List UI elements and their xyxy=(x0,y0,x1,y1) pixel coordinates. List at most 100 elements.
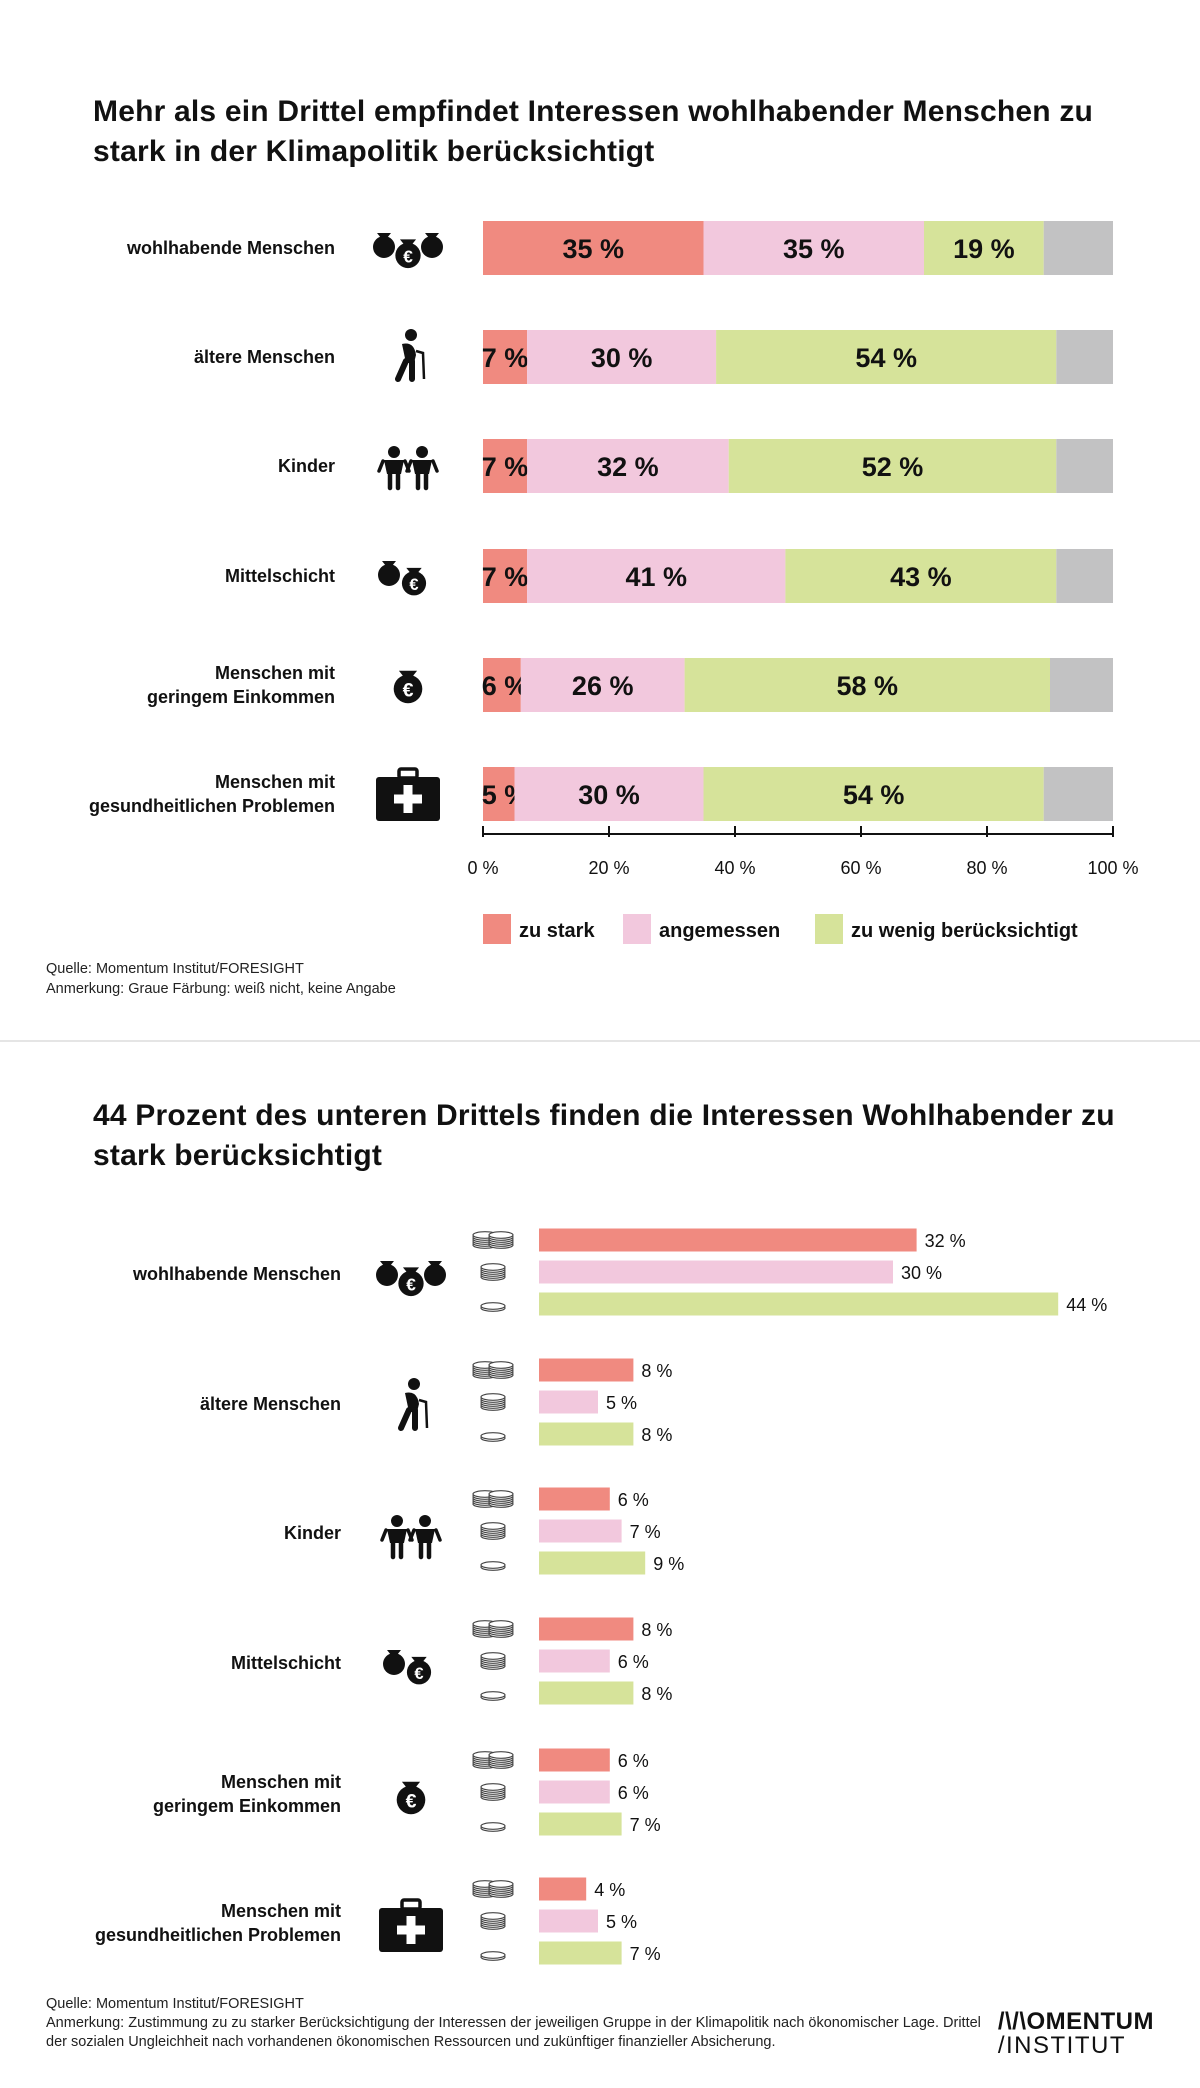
x-tick-label: 40 % xyxy=(714,858,755,878)
svg-text:€: € xyxy=(403,246,413,266)
data-label: 43 % xyxy=(890,562,952,592)
bar xyxy=(539,1292,1059,1316)
bar-segment xyxy=(703,767,1044,821)
momentum-institut-logo: /\/\OMENTUM /INSTITUT xyxy=(998,2010,1154,2058)
coins-stack-large-icon xyxy=(472,1490,514,1508)
logo-line-1: /\/\OMENTUM xyxy=(997,2008,1154,2035)
data-label: 8 % xyxy=(641,1684,672,1704)
data-label: 7 % xyxy=(630,1944,661,1964)
first-aid-kit-icon xyxy=(379,1898,443,1952)
svg-text:€: € xyxy=(414,1665,423,1683)
bar xyxy=(539,1519,622,1543)
bar xyxy=(539,1487,610,1511)
x-tick-label: 100 % xyxy=(1087,858,1138,878)
coins-stack-large-icon xyxy=(472,1231,514,1249)
data-label: 54 % xyxy=(855,343,917,373)
logo-line-2: /INSTITUT xyxy=(997,2032,1126,2059)
money-bags-icon: € xyxy=(373,233,443,269)
stacked-chart-panel: Mehr als ein Drittel empfindet Interesse… xyxy=(0,0,1200,1042)
data-label: 6 % xyxy=(618,1490,649,1510)
data-label: 54 % xyxy=(843,780,905,810)
bar-segment xyxy=(527,549,786,603)
coin-single-icon xyxy=(480,1432,506,1442)
coin-single-icon xyxy=(480,1302,506,1312)
data-label: 35 % xyxy=(562,234,624,264)
bar-segment xyxy=(483,658,521,712)
category-label: Menschen mit xyxy=(215,663,335,683)
coin-single-icon xyxy=(480,1561,506,1571)
coins-stack-large-icon xyxy=(472,1361,514,1379)
bar-segment xyxy=(527,439,729,493)
grouped-bar-chart: wohlhabende Menschen €32 % 30 % 44 % ältere … xyxy=(95,1228,1107,1965)
bar-segment xyxy=(483,767,515,821)
data-label: 6 % xyxy=(618,1652,649,1672)
bar-segment xyxy=(483,439,528,493)
category-label: Mittelschicht xyxy=(225,566,335,586)
chart-title: Mehr als ein Drittel empfindet Interesse… xyxy=(93,95,1094,168)
data-label: 4 % xyxy=(594,1880,625,1900)
section-divider xyxy=(0,1040,1200,1042)
coin-single-icon xyxy=(480,1691,506,1701)
data-label: 44 % xyxy=(1066,1295,1107,1315)
coins-stack-medium-icon xyxy=(480,1912,506,1930)
bar xyxy=(539,1909,598,1933)
svg-text:€: € xyxy=(406,1791,417,1813)
bar-segment xyxy=(785,549,1057,603)
bar xyxy=(539,1780,610,1804)
x-tick-label: 20 % xyxy=(588,858,629,878)
category-label: geringem Einkommen xyxy=(147,687,335,707)
bar xyxy=(539,1649,610,1673)
elderly-person-icon xyxy=(395,329,426,382)
legend-swatch xyxy=(815,914,843,944)
bar-segment xyxy=(483,549,528,603)
category-label: gesundheitlichen Problemen xyxy=(95,1925,341,1945)
category-label: ältere Menschen xyxy=(194,347,335,367)
bar xyxy=(539,1617,634,1641)
grouped-chart-panel: 44 Prozent des unteren Drittels finden d… xyxy=(0,1042,1200,2088)
data-label: 26 % xyxy=(572,671,634,701)
coin-stack-icon xyxy=(488,1880,514,1898)
bar-segment xyxy=(527,330,717,384)
coins-stack-medium-icon xyxy=(480,1652,506,1670)
money-bags-icon: € xyxy=(376,1261,446,1297)
bar-segment xyxy=(483,221,704,275)
bar-segment xyxy=(1043,767,1113,821)
data-label: 7 % xyxy=(482,562,529,592)
coins-stack-large-icon xyxy=(472,1751,514,1769)
coins-stack-medium-icon xyxy=(480,1783,506,1801)
data-label: 32 % xyxy=(597,452,659,482)
legend-label: zu wenig berücksichtigt xyxy=(851,920,1078,942)
bar xyxy=(539,1941,622,1965)
money-bags-icon: € xyxy=(378,561,427,596)
svg-text:€: € xyxy=(403,680,414,702)
children-icon xyxy=(377,446,439,491)
bar xyxy=(539,1390,598,1414)
bar-segment xyxy=(520,658,685,712)
stacked-bar-chart: wohlhabende Menschen €35 % 35 % 19 % ältere … xyxy=(89,221,1139,944)
category-label: Kinder xyxy=(278,456,335,476)
x-tick-label: 80 % xyxy=(966,858,1007,878)
bar xyxy=(539,1877,587,1901)
coin-stack-icon xyxy=(488,1490,514,1508)
bar xyxy=(539,1260,893,1284)
bar-segment xyxy=(924,221,1044,275)
legend-swatch xyxy=(623,914,651,944)
bar-segment xyxy=(684,658,1050,712)
data-label: 30 % xyxy=(578,780,640,810)
bar-segment xyxy=(1056,549,1113,603)
bar xyxy=(539,1681,634,1705)
bar-segment xyxy=(514,767,704,821)
data-label: 8 % xyxy=(641,1361,672,1381)
data-label: 30 % xyxy=(591,343,653,373)
coin-single-icon xyxy=(480,1951,506,1961)
data-label: 6 % xyxy=(618,1751,649,1771)
bar xyxy=(539,1422,634,1446)
category-label: gesundheitlichen Problemen xyxy=(89,796,335,816)
data-label: 7 % xyxy=(482,343,529,373)
data-label: 41 % xyxy=(625,562,687,592)
legend-label: zu stark xyxy=(519,920,595,942)
bar-segment xyxy=(1056,439,1113,493)
data-label: 19 % xyxy=(953,234,1015,264)
first-aid-kit-icon xyxy=(376,767,440,821)
